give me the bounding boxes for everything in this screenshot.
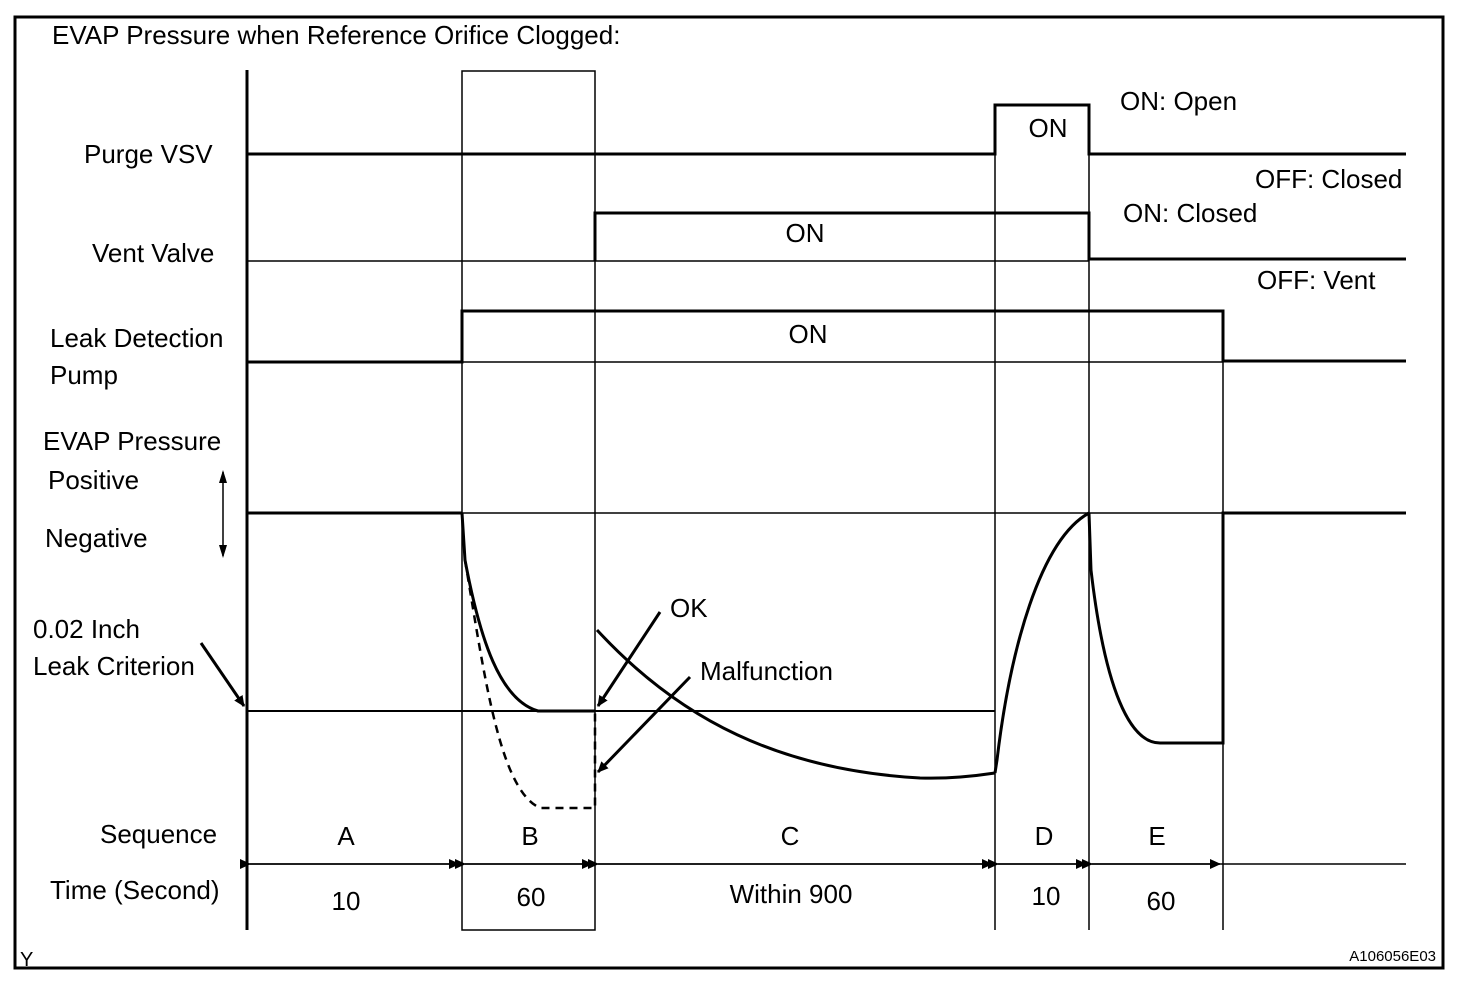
outer-frame: [13, 15, 1445, 970]
vent-on-meaning: ON: Closed: [1123, 198, 1257, 228]
phase-b-malfunction-curve: [463, 559, 597, 810]
sequence-label: Sequence: [100, 819, 217, 849]
criterion-pointer-arrow: [199, 642, 246, 707]
figure-code: A106056E03: [1349, 948, 1436, 965]
sequence-a-label: A: [337, 821, 355, 851]
positive-label: Positive: [48, 465, 139, 495]
diagram-title: EVAP Pressure when Reference Orifice Clo…: [52, 20, 620, 50]
criterion-label-line2: Leak Criterion: [33, 651, 195, 681]
purge-vsv-signal: [247, 103, 1406, 156]
time-label: Time (Second): [50, 875, 220, 905]
phase-b-ok-curve: [460, 512, 595, 713]
negative-label: Negative: [45, 523, 148, 553]
vent-valve-signal: [593, 211, 1406, 261]
criterion-label-line1: 0.02 Inch: [33, 614, 140, 644]
pump-on-label: ON: [789, 319, 828, 349]
sequence-b-label: B: [521, 821, 538, 851]
leak-pump-signal: [247, 309, 1406, 364]
vent-off-meaning: OFF: Vent: [1257, 265, 1376, 295]
arrow-down-icon: [219, 545, 227, 558]
phase-e-pressure-curve: [1087, 511, 1406, 745]
purge-off-meaning: OFF: Closed: [1255, 164, 1402, 194]
time-b-value: 60: [517, 882, 546, 912]
time-e-value: 60: [1147, 886, 1176, 916]
vent-valve-label: Vent Valve: [92, 238, 214, 268]
purge-vsv-label: Purge VSV: [84, 139, 213, 169]
ok-pointer-arrow: [596, 611, 662, 707]
time-d-value: 10: [1032, 881, 1061, 911]
phase-d-pressure-curve: [993, 511, 1090, 774]
phase-boundaries: [461, 70, 1224, 931]
malfunction-pointer-arrow: [596, 675, 692, 774]
arrow-up-icon: [219, 470, 227, 483]
phase-b-box: [461, 70, 596, 931]
leak-pump-label-line2: Pump: [50, 360, 118, 390]
ok-annotation: OK: [670, 593, 708, 623]
vent-on-label: ON: [786, 218, 825, 248]
sequence-e-label: E: [1148, 821, 1165, 851]
sequence-d-label: D: [1035, 821, 1054, 851]
evap-pressure-label: EVAP Pressure: [43, 426, 221, 456]
purge-on-label: ON: [1029, 113, 1068, 143]
purge-on-meaning: ON: Open: [1120, 86, 1237, 116]
time-c-value: Within 900: [730, 879, 853, 909]
leak-pump-label-line1: Leak Detection: [50, 323, 223, 353]
corner-mark: Y: [20, 949, 33, 971]
malfunction-annotation: Malfunction: [700, 656, 833, 686]
time-a-value: 10: [332, 886, 361, 916]
phase-c-pressure-curve: [595, 628, 996, 780]
sequence-c-label: C: [781, 821, 800, 851]
